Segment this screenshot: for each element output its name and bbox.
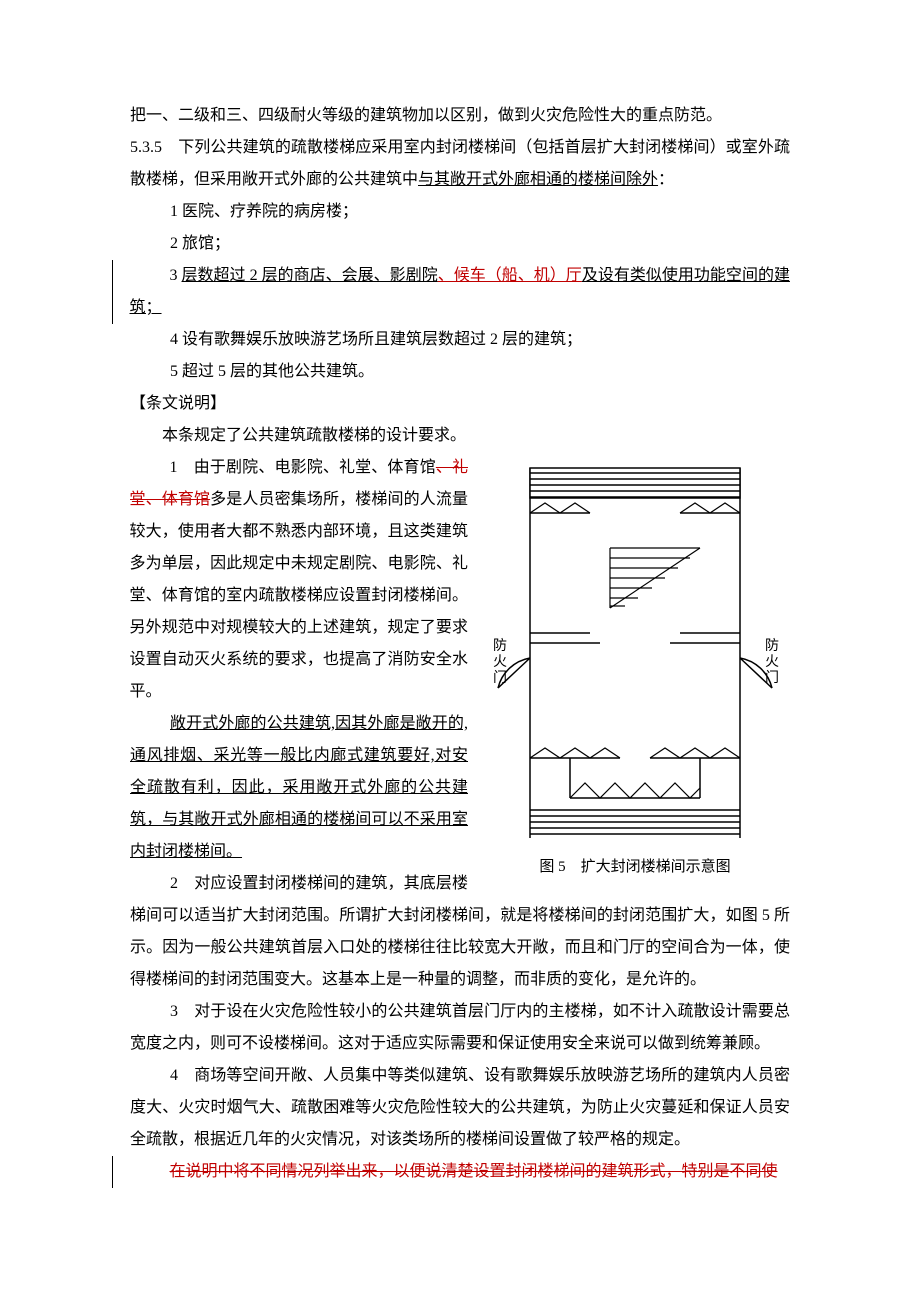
figure-text-wrap: 防火门 防火门 图 5 扩大封闭楼梯间示意图 1 由于剧院、电影院、礼堂、体育馆…	[130, 452, 790, 996]
section-heading: 【条文说明】	[130, 388, 790, 420]
item3-num: 3	[170, 267, 182, 284]
list-item-2: 2 旅馆；	[130, 228, 790, 260]
clause-underline: 与其敞开式外廊相通的楼梯间除外	[418, 171, 658, 188]
explanation-2: 2 对应设置封闭楼梯间的建筑，其底层楼梯间可以适当扩大封闭范围。所谓扩大封闭楼梯…	[130, 868, 790, 996]
list-item-1: 1 医院、疗养院的病房楼；	[130, 196, 790, 228]
exp1b-underline: 敞开式外廊的公共建筑,因其外廊是敞开的,通风排烟、采光等一般比内廊式建筑要好,对…	[130, 715, 468, 860]
list-item-3: 3 层数超过 2 层的商店、会展、影剧院、候车（船、机）厅及设有类似使用功能空间…	[130, 260, 791, 324]
clause-text-c: ：	[658, 171, 674, 188]
list-item-4: 4 设有歌舞娱乐放映游艺场所且建筑层数超过 2 层的建筑；	[130, 324, 790, 356]
exp1-a: 1 由于剧院、电影院、礼堂、体育馆	[170, 459, 436, 476]
item3-underline-1: 层数超过 2 层的商店、会展、影剧院	[182, 267, 438, 284]
figure-5: 防火门 防火门 图 5 扩大封闭楼梯间示意图	[480, 458, 790, 882]
deleted-paragraph: 在说明中将不同情况列举出来，以便说清楚设置封闭楼梯间的建筑形式，特别是不同使	[130, 1156, 791, 1188]
fire-door-right-label: 防火门	[765, 638, 779, 686]
item3-red-insert: 、候车（船、机）厅	[438, 267, 582, 284]
stairwell-diagram: 防火门 防火门	[480, 458, 790, 848]
deleted-text: 在说明中将不同情况列举出来，以便说清楚设置封闭楼梯间的建筑形式，特别是不同使	[170, 1163, 778, 1180]
exp1-c: 多是人员密集场所，楼梯间的人流量较大，使用者大都不熟悉内部环境，且这类建筑多为单…	[130, 491, 468, 700]
para-intro: 把一、二级和三、四级耐火等级的建筑物加以区别，做到火灾危险性大的重点防范。	[130, 100, 790, 132]
explanation-3: 3 对于设在火灾危险性较小的公共建筑首层门厅内的主楼梯，如不计入疏散设计需要总宽…	[130, 996, 790, 1060]
explanation-intro: 本条规定了公共建筑疏散楼梯的设计要求。	[130, 420, 790, 452]
figure-caption: 图 5 扩大封闭楼梯间示意图	[480, 852, 790, 882]
explanation-4: 4 商场等空间开敞、人员集中等类似建筑、设有歌舞娱乐放映游艺场所的建筑内人员密度…	[130, 1060, 790, 1156]
clause-5-3-5: 5.3.5 下列公共建筑的疏散楼梯应采用室内封闭楼梯间（包括首层扩大封闭楼梯间）…	[130, 132, 790, 196]
fire-door-left-label: 防火门	[493, 638, 507, 686]
list-item-5: 5 超过 5 层的其他公共建筑。	[130, 356, 790, 388]
